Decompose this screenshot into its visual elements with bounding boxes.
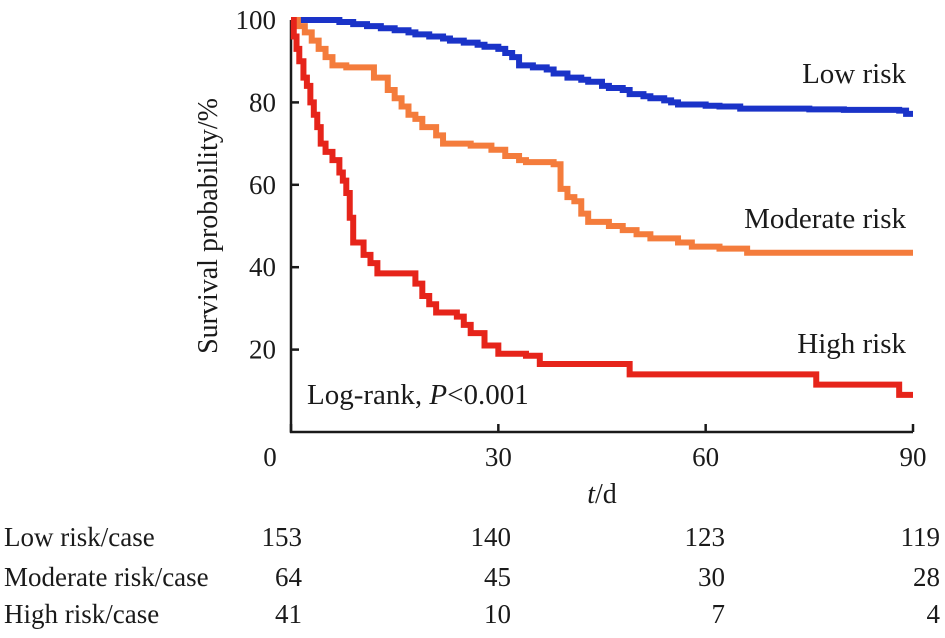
x-tick-label: 90 <box>900 442 927 472</box>
risk-table-row-label: High risk/case <box>4 599 159 629</box>
y-axis-label: Survival probability/% <box>193 98 224 354</box>
risk-table-cell: 41 <box>275 599 302 629</box>
risk-table-cell: 45 <box>484 562 511 592</box>
y-tick-label: 60 <box>249 170 276 200</box>
risk-table-row-label: Low risk/case <box>4 522 155 552</box>
x-tick-label: 60 <box>692 442 719 472</box>
curve-labels: Low risk Moderate risk High risk <box>744 58 906 360</box>
risk-table: Low risk/case 153 140 123 119 Moderate risk/c… <box>4 522 941 629</box>
y-tick-label: 80 <box>249 87 276 117</box>
risk-table-cell: 30 <box>698 562 725 592</box>
risk-table-cell: 10 <box>484 599 511 629</box>
y-tick-label: 20 <box>249 335 276 365</box>
survival-curves <box>290 17 913 398</box>
curve-low-risk <box>291 17 913 117</box>
x-axis-label: t/d <box>587 479 617 510</box>
risk-table-cell: 153 <box>262 522 303 552</box>
curve-moderate-risk <box>291 17 913 256</box>
curve-label-high-risk: High risk <box>797 328 906 360</box>
curve-high-risk <box>290 17 913 398</box>
curve-label-low-risk: Low risk <box>802 58 906 90</box>
risk-table-cell: 123 <box>685 522 726 552</box>
risk-table-cell: 119 <box>901 522 941 552</box>
risk-table-row-label: Moderate risk/case <box>4 562 209 592</box>
log-rank-annotation: Log-rank, P<0.001 <box>307 379 529 411</box>
x-tick-label: 0 <box>263 442 277 472</box>
x-ticks: 0 30 60 90 <box>263 424 927 472</box>
y-tick-label: 100 <box>236 5 277 35</box>
y-tick-label: 40 <box>249 252 276 282</box>
risk-table-cell: 4 <box>927 599 941 629</box>
risk-table-cell: 64 <box>275 562 303 592</box>
risk-table-cell: 7 <box>712 599 726 629</box>
risk-table-cell: 140 <box>471 522 512 552</box>
risk-table-cell: 28 <box>913 562 940 592</box>
curve-label-moderate-risk: Moderate risk <box>744 203 906 235</box>
x-tick-label: 30 <box>485 442 512 472</box>
y-ticks: 20 40 60 80 100 <box>236 5 299 365</box>
